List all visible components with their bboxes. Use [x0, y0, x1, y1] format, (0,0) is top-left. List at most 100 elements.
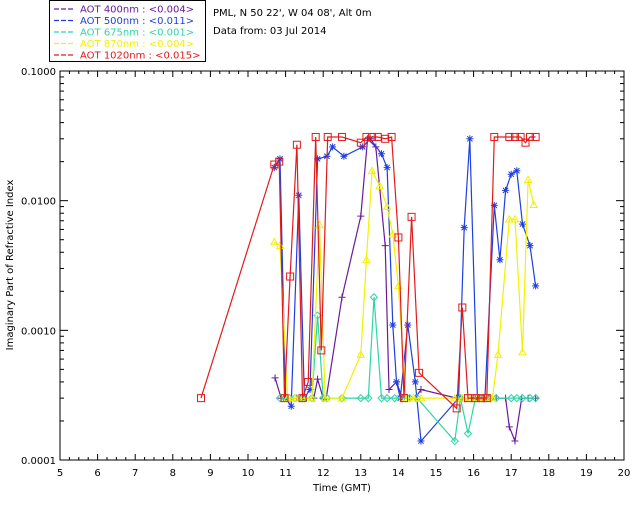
data-point [411, 378, 419, 386]
x-tick-label: 10 [242, 468, 255, 479]
data-point [290, 393, 300, 403]
data-point [532, 282, 540, 290]
x-tick-label: 15 [430, 468, 443, 479]
data-point [375, 181, 384, 190]
data-point [276, 155, 284, 163]
data-point [493, 350, 503, 358]
data-point [460, 224, 468, 232]
data-point [280, 394, 289, 403]
data-point [389, 321, 397, 329]
data-point [269, 237, 279, 246]
data-point [295, 191, 303, 199]
x-tick-label: 14 [392, 468, 405, 479]
data-point [463, 394, 472, 403]
data-point [450, 436, 460, 446]
legend-box [49, 0, 206, 62]
x-tick-label: 18 [542, 468, 555, 479]
data-point [357, 212, 365, 220]
data-point [505, 132, 514, 141]
data-point [507, 170, 515, 178]
y-tick-label: 0.0010 [21, 326, 56, 337]
data-point [394, 233, 403, 242]
data-point [510, 214, 520, 223]
data-point [393, 378, 401, 386]
data-point [456, 393, 465, 403]
data-point [516, 132, 525, 141]
data-point [458, 303, 467, 312]
y-tick-label: 0.0001 [21, 456, 56, 467]
data-point [271, 374, 279, 382]
x-tick-label: 9 [207, 468, 213, 479]
data-point [373, 132, 382, 141]
data-point [400, 394, 409, 403]
data-point [505, 423, 513, 431]
data-point [359, 143, 367, 151]
data-point [329, 143, 337, 151]
data-point [518, 347, 527, 356]
data-point [490, 201, 498, 209]
date-info: Data from: 03 Jul 2014 [213, 26, 327, 37]
data-point [529, 200, 539, 209]
data-point [298, 394, 307, 403]
data-point [417, 385, 425, 393]
data-point [368, 132, 377, 141]
legend-entry: AOT 500nm : <0.011> [80, 16, 194, 27]
x-axis-label: Time (GMT) [312, 483, 371, 494]
data-point [356, 393, 366, 403]
data-point [417, 437, 425, 445]
data-point [521, 138, 530, 147]
data-point [504, 214, 514, 223]
data-point [385, 385, 393, 393]
data-point [512, 393, 522, 403]
data-point [364, 393, 373, 403]
data-point [298, 393, 307, 402]
data-point [526, 132, 534, 141]
data-point [531, 393, 540, 403]
legend-entry: AOT 1020nm : <0.015> [80, 51, 200, 62]
data-point [450, 393, 460, 402]
data-point [390, 393, 399, 403]
data-point [377, 150, 385, 158]
data-point [531, 132, 540, 141]
data-point [307, 393, 317, 402]
data-point [290, 393, 300, 402]
data-point [311, 132, 320, 141]
x-tick-label: 11 [279, 468, 292, 479]
data-point [518, 220, 526, 228]
data-point [323, 132, 332, 141]
x-tick-label: 6 [94, 468, 100, 479]
data-point [270, 160, 279, 169]
y-axis: 0.0001 0.0010 0.0100 0.1000 [21, 67, 624, 467]
x-axis: 5 6 7 8 9 10 11 12 13 14 15 16 17 18 19 20 [57, 71, 630, 479]
data-point [362, 255, 371, 264]
x-tick-label: 19 [580, 468, 593, 479]
data-point [452, 404, 461, 413]
legend-entry: AOT 400nm : <0.004> [80, 5, 194, 16]
data-point [337, 393, 347, 402]
data-point [510, 132, 519, 141]
x-tick-label: 16 [467, 468, 480, 479]
data-point [377, 393, 386, 403]
data-point [317, 346, 326, 355]
y-axis-label: Imaginary Part of Refractive Index [5, 180, 16, 351]
series-line [273, 168, 535, 399]
x-tick-label: 7 [132, 468, 138, 479]
y-tick-label: 0.0100 [21, 197, 56, 208]
data-point [275, 241, 285, 249]
data-point [292, 140, 301, 149]
data-point [314, 155, 322, 163]
data-point [356, 138, 365, 147]
data-point [471, 394, 480, 403]
data-point [338, 293, 346, 301]
data-point [513, 167, 521, 175]
data-point [409, 393, 418, 402]
data-point [477, 394, 486, 403]
data-point [304, 377, 313, 386]
data-point [381, 134, 390, 143]
data-point [314, 375, 322, 383]
data-point [197, 394, 205, 403]
legend-entry: AOT 675nm : <0.001> [80, 28, 194, 39]
data-point [383, 164, 391, 172]
series-line [273, 137, 537, 443]
